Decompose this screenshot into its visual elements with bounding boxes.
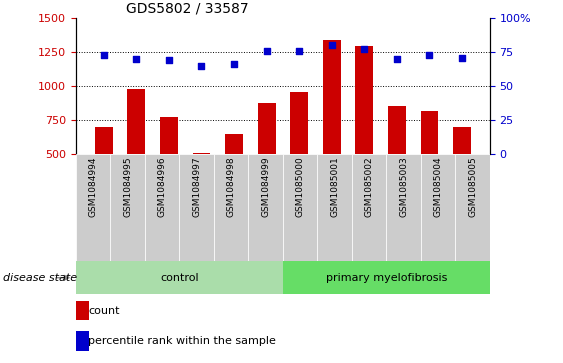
Bar (283, 154, 318, 261)
Point (197, 63, 206, 69)
Bar (76, 261, 283, 294)
Point (327, 42, 336, 48)
Text: primary myelofibrosis: primary myelofibrosis (325, 273, 447, 283)
Bar (388, 106, 406, 154)
Text: count: count (88, 306, 120, 315)
Bar (76, 301, 89, 320)
Bar (421, 111, 439, 154)
Text: GSM1085004: GSM1085004 (434, 156, 443, 217)
Text: GSM1084997: GSM1084997 (192, 156, 201, 217)
Bar (453, 127, 471, 154)
Point (294, 48, 303, 54)
Point (262, 48, 271, 54)
Bar (355, 46, 373, 154)
Text: GSM1085003: GSM1085003 (399, 156, 408, 217)
Text: GSM1084999: GSM1084999 (261, 156, 270, 217)
Point (392, 56, 401, 62)
Text: GSM1085001: GSM1085001 (330, 156, 339, 217)
Text: GSM1085000: GSM1085000 (296, 156, 305, 217)
Bar (110, 154, 145, 261)
Text: GSM1084995: GSM1084995 (123, 156, 132, 217)
Bar (291, 91, 308, 154)
Text: GSM1084998: GSM1084998 (227, 156, 236, 217)
Text: GSM1085002: GSM1085002 (365, 156, 374, 217)
Point (360, 46, 369, 52)
Bar (455, 154, 490, 261)
Text: percentile rank within the sample: percentile rank within the sample (88, 336, 276, 346)
Bar (225, 134, 243, 154)
Text: GSM1084994: GSM1084994 (89, 156, 98, 217)
Bar (283, 261, 490, 294)
Text: GDS5802 / 33587: GDS5802 / 33587 (126, 1, 248, 16)
Text: disease state: disease state (3, 273, 77, 283)
Bar (76, 331, 89, 351)
Bar (318, 154, 352, 261)
Point (230, 61, 239, 68)
Point (425, 52, 434, 58)
Bar (214, 154, 248, 261)
Point (99, 52, 108, 58)
Bar (193, 153, 211, 154)
Text: GSM1085005: GSM1085005 (468, 156, 477, 217)
Point (132, 56, 141, 62)
Bar (248, 154, 283, 261)
Bar (76, 154, 110, 261)
Bar (323, 40, 341, 154)
Bar (145, 154, 180, 261)
Bar (180, 154, 214, 261)
Bar (352, 154, 386, 261)
Point (164, 57, 173, 63)
Bar (127, 89, 145, 154)
Bar (258, 103, 275, 154)
Bar (421, 154, 455, 261)
Point (458, 55, 467, 61)
Text: control: control (160, 273, 199, 283)
Bar (95, 127, 113, 154)
Text: GSM1084996: GSM1084996 (158, 156, 167, 217)
Bar (386, 154, 421, 261)
Bar (160, 117, 178, 154)
